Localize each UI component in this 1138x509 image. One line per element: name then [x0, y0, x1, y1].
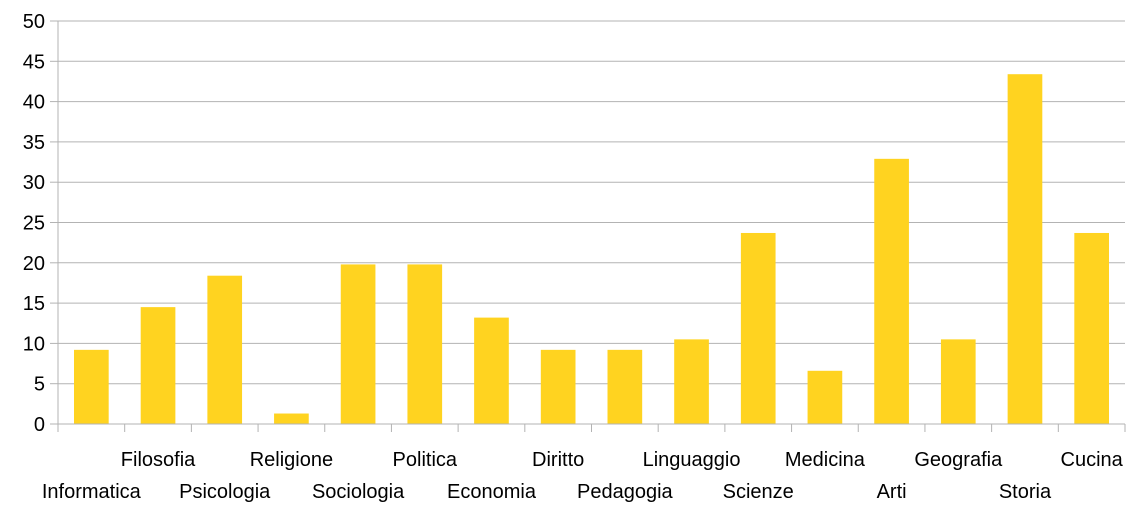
- bar-pedagogia: [607, 349, 643, 424]
- x-tick-label: Religione: [250, 449, 333, 471]
- y-tick-label: 5: [34, 374, 45, 396]
- bar-storia: [1007, 74, 1043, 425]
- y-tick-label: 40: [23, 92, 45, 114]
- x-tick-label: Geografia: [914, 449, 1003, 471]
- y-tick-label: 15: [23, 293, 45, 315]
- x-tick-label: Pedagogia: [577, 481, 674, 503]
- x-tick-label: Cucina: [1061, 449, 1124, 471]
- y-tick-label: 30: [23, 172, 45, 194]
- y-tick-label: 0: [34, 414, 45, 436]
- x-tick-label: Politica: [393, 449, 458, 471]
- x-tick-label: Filosofia: [121, 449, 196, 471]
- bars: [74, 74, 1109, 425]
- bar-filosofia: [140, 307, 176, 424]
- x-tick-label: Medicina: [785, 449, 866, 471]
- bar-economia: [474, 317, 509, 424]
- x-tick-label: Psicologia: [179, 481, 271, 503]
- y-tick-label: 50: [23, 11, 45, 33]
- x-tick-label: Economia: [447, 481, 537, 503]
- y-tick-label: 10: [23, 333, 45, 355]
- bar-medicina: [807, 370, 843, 424]
- axes: [57, 21, 1126, 432]
- bar-scienze: [740, 232, 776, 424]
- bar-diritto: [540, 349, 576, 424]
- y-tick-label: 25: [23, 213, 45, 235]
- bar-politica: [407, 264, 443, 424]
- bar-sociologia: [340, 264, 376, 424]
- x-tick-label: Storia: [999, 481, 1052, 503]
- x-tick-label: Arti: [877, 481, 907, 503]
- x-tick-label: Scienze: [723, 481, 794, 503]
- labels: 0 5 10 15 20 25 30 35 40 45 50 Informatica Filosofia…: [23, 11, 1124, 503]
- x-tick-label: Informatica: [42, 481, 142, 503]
- bar-arti: [874, 158, 909, 425]
- x-tick-label: Linguaggio: [643, 449, 741, 471]
- y-tick-label: 35: [23, 132, 45, 154]
- bar-geografia: [940, 339, 976, 424]
- bar-religione: [274, 413, 309, 424]
- bar-cucina: [1074, 232, 1109, 424]
- x-tick-label: Sociologia: [312, 481, 405, 503]
- y-tick-label: 45: [23, 51, 45, 73]
- bar-psicologia: [207, 275, 243, 424]
- y-tick-label: 20: [23, 253, 45, 275]
- x-tick-label: Diritto: [532, 449, 584, 471]
- bar-informatica: [74, 349, 109, 424]
- bar-linguaggio: [674, 339, 709, 424]
